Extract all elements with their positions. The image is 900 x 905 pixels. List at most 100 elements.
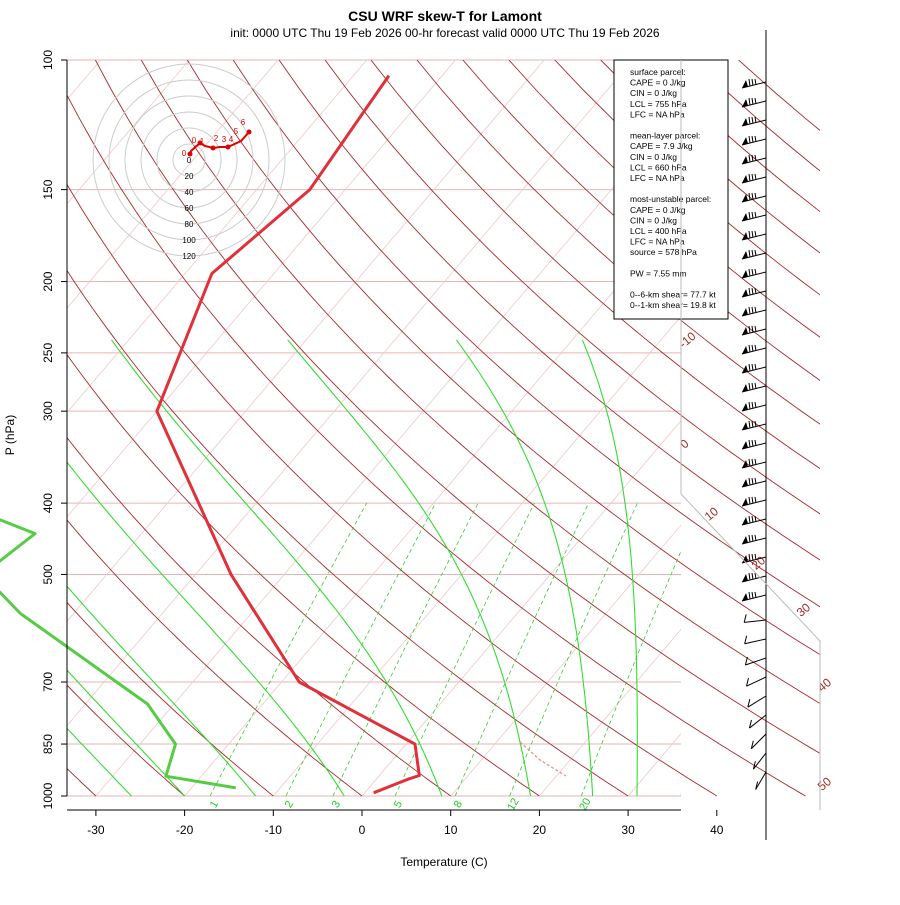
- wind-barb-feather: [755, 250, 756, 256]
- wind-barb-shaft: [753, 753, 766, 769]
- wind-barb-feather: [752, 212, 753, 219]
- hodograph-height-label: 0: [182, 149, 187, 158]
- wind-barb: [742, 383, 766, 392]
- parcel-info-line: CAPE = 0 J/kg: [630, 205, 686, 215]
- mixing-ratio-line: [581, 503, 701, 796]
- wind-barb-feather: [752, 288, 753, 295]
- wind-barb-feather: [749, 193, 750, 200]
- hodograph-ring-label: 20: [185, 172, 194, 181]
- wind-barb-feather: [755, 174, 756, 180]
- isotherm-label: 10: [702, 504, 721, 524]
- dry-adiabat-line: [187, 60, 900, 796]
- parcel-info-line: PW = 7.55 mm: [630, 268, 686, 278]
- isotherm-group: [0, 60, 900, 796]
- mixing-ratio-label: 5: [392, 799, 405, 810]
- wind-barb-feather: [749, 402, 750, 409]
- moist-adiabat-line: [0, 340, 256, 796]
- wind-barb-feather: [755, 193, 756, 199]
- wind-barb-feather: [755, 345, 756, 351]
- wind-barb-feather: [752, 193, 753, 200]
- isotherm-line: [7, 60, 633, 796]
- wind-barb-feather: [752, 155, 753, 162]
- wind-barb: [742, 269, 766, 278]
- y-tick-label: 300: [41, 401, 55, 421]
- parcel-info-line: CIN = 0 J/kg: [630, 215, 677, 225]
- dewpoint-profile: [0, 282, 236, 788]
- wind-barb-feather: [745, 636, 747, 644]
- wind-barb-feather: [749, 364, 750, 371]
- wind-barb-feather: [752, 478, 753, 485]
- parcel-info-line: 0--6-km shear= 77.7 kt: [630, 290, 716, 300]
- x-axis-label: Temperature (C): [400, 855, 487, 869]
- chart-subtitle: init: 0000 UTC Thu 19 Feb 2026 00-hr for…: [230, 26, 659, 40]
- wind-barb-feather: [749, 516, 750, 523]
- wind-barb: [756, 772, 766, 789]
- wind-barb: [742, 345, 766, 354]
- wind-barb: [742, 250, 766, 259]
- wind-barb-feather: [752, 98, 753, 105]
- wind-barb: [742, 440, 766, 449]
- wind-barb: [742, 592, 766, 601]
- parcel-info-line: LFC = NA hPa: [630, 173, 685, 183]
- wind-barb-feather: [749, 421, 750, 428]
- wind-barb-feather: [749, 117, 750, 124]
- wind-barb-feather: [752, 136, 753, 143]
- isotherm-line: [0, 60, 189, 796]
- wind-barb-feather: [755, 212, 756, 218]
- parcel-trace: [520, 742, 566, 776]
- mixing-ratio-label: 3: [330, 799, 343, 810]
- y-tick-label: 1000: [41, 782, 55, 809]
- hodograph-ring-label: 80: [185, 220, 194, 229]
- y-tick-label: 100: [41, 50, 55, 70]
- y-tick-label: 850: [41, 734, 55, 754]
- hodograph-ring-label: 60: [185, 204, 194, 213]
- wind-barb: [742, 174, 766, 183]
- wind-barb: [742, 326, 766, 335]
- wind-barb-feather: [752, 573, 753, 580]
- wind-barb-feather: [749, 440, 750, 447]
- x-tick-label: -30: [87, 823, 105, 837]
- parcel-info-line: source = 578 hPa: [630, 247, 697, 257]
- wind-barb-feather: [749, 269, 750, 276]
- wind-barb-feather: [752, 402, 753, 409]
- hodograph-ring-label: 120: [182, 252, 196, 261]
- parcel-info-line: LCL = 755 hPa: [630, 99, 687, 109]
- chart-title: CSU WRF skew-T for Lamont: [348, 8, 542, 24]
- wind-barb-feather: [752, 459, 753, 466]
- parcel-info-line: mean-layer parcel:: [630, 131, 700, 141]
- wind-barb: [746, 677, 766, 686]
- hodograph-height-label: 4: [229, 135, 234, 144]
- wind-barb: [742, 516, 766, 525]
- wind-barb-feather: [755, 98, 756, 104]
- wind-barb-feather: [755, 497, 756, 503]
- hodograph-ring-label: 100: [182, 236, 196, 245]
- y-tick-label: 250: [41, 343, 55, 363]
- mixing-ratio-line: [210, 503, 367, 796]
- wind-barb-shaft: [748, 696, 766, 707]
- wind-barb-feather: [755, 79, 756, 85]
- moist-adiabat-group: [0, 340, 759, 796]
- hodograph-height-label: 5: [234, 127, 239, 136]
- wind-barb: [742, 212, 766, 221]
- wind-barb-feather: [749, 307, 750, 314]
- isotherm-label: 0: [677, 436, 691, 451]
- wind-barb: [742, 136, 766, 145]
- hodograph-point: [226, 145, 231, 150]
- wind-barb: [749, 715, 766, 728]
- x-tick-label: -10: [265, 823, 283, 837]
- wind-barb: [742, 117, 766, 126]
- y-tick-label: 500: [41, 564, 55, 584]
- parcel-info-line: LFC = NA hPa: [630, 237, 685, 247]
- wind-barb-feather: [755, 364, 756, 370]
- wind-barb: [742, 155, 766, 164]
- parcel-info-line: CIN = 0 J/kg: [630, 152, 677, 162]
- dry-adiabat-line: [233, 60, 900, 796]
- wind-barb-feather: [755, 326, 756, 332]
- wind-barb-feather: [749, 383, 750, 390]
- wind-barb-feather: [755, 421, 756, 427]
- dry-adiabat-line: [141, 60, 900, 796]
- wind-barb-feather: [752, 535, 753, 542]
- wind-barb-feather: [749, 155, 750, 162]
- wind-barb-feather: [749, 288, 750, 295]
